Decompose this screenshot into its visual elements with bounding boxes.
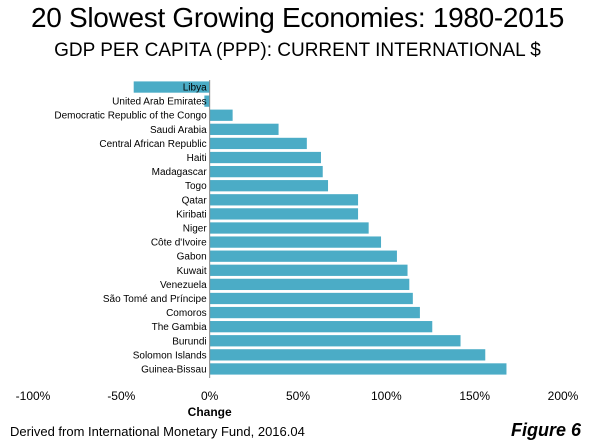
category-label: The Gambia — [152, 322, 207, 333]
x-tick-label: 100% — [371, 389, 402, 403]
x-tick-label: -50% — [107, 389, 135, 403]
x-tick-label: -100% — [16, 389, 51, 403]
bar — [209, 151, 321, 164]
category-label: United Arab Emirates — [112, 97, 207, 108]
x-axis-title: Change — [188, 405, 232, 419]
bar — [209, 208, 359, 220]
bar — [209, 165, 323, 178]
bar — [209, 194, 359, 206]
bar — [209, 222, 369, 234]
category-label: Qatar — [182, 195, 208, 206]
bar — [209, 236, 382, 248]
category-label: Haiti — [187, 153, 207, 164]
bar — [209, 180, 329, 192]
bar — [204, 95, 210, 107]
bar — [209, 278, 410, 291]
bar — [209, 250, 397, 262]
x-tick-label: 0% — [201, 389, 219, 403]
bar — [209, 321, 433, 333]
chart-title: 20 Slowest Growing Economies: 1980-2015 — [30, 2, 565, 33]
bar — [209, 306, 420, 319]
category-label: Niger — [183, 224, 208, 235]
category-label: Kuwait — [177, 266, 207, 277]
chart-subtitle: GDP PER CAPITA (PPP): CURRENT INTERNATIO… — [54, 40, 541, 61]
category-label: Madagascar — [152, 167, 208, 178]
category-label: Côte d'Ivoire — [151, 238, 207, 249]
category-label: Comoros — [166, 308, 207, 319]
x-tick-label: 150% — [459, 389, 490, 403]
category-label: Libya — [183, 83, 207, 94]
category-label: Kiribati — [176, 209, 207, 220]
bar — [209, 264, 408, 276]
category-label: Burundi — [172, 336, 206, 347]
bar — [209, 292, 413, 305]
bar — [133, 81, 210, 93]
category-label: Democratic Republic of the Congo — [54, 111, 207, 122]
bar — [209, 349, 486, 361]
x-tick-label: 50% — [286, 389, 310, 403]
category-label: Solomon Islands — [133, 350, 207, 361]
source-note: Derived from International Monetary Fund… — [10, 424, 305, 439]
x-tick-label: 200% — [548, 389, 579, 403]
category-label: Togo — [185, 181, 207, 192]
category-label: Gabon — [177, 252, 207, 263]
category-label: São Tomé and Príncipe — [103, 294, 207, 305]
bar — [209, 137, 307, 150]
bar — [209, 109, 233, 121]
bar — [209, 335, 461, 347]
category-label: Venezuela — [160, 280, 207, 291]
bar — [209, 123, 279, 135]
category-label: Central African Republic — [99, 139, 206, 150]
bar — [209, 363, 507, 375]
category-label: Saudi Arabia — [150, 125, 207, 136]
category-label: Guinea-Bissau — [141, 364, 207, 375]
figure-label: Figure 6 — [510, 420, 581, 440]
